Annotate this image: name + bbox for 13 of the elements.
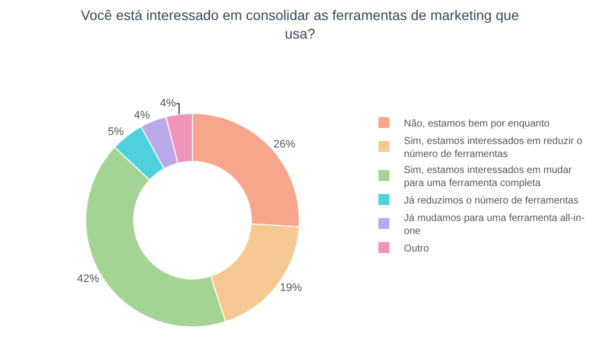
data-label: 4% <box>134 110 150 122</box>
data-label: 26% <box>273 138 296 150</box>
legend-label: Sim, estamos interessados em reduzir o número de ferramentas <box>404 136 583 160</box>
data-label: 4% <box>160 98 176 110</box>
data-label: 5% <box>108 126 124 138</box>
legend-label: Outro <box>404 243 430 254</box>
legend-label: Já mudamos para uma ferramenta all-in-one <box>404 212 585 237</box>
legend-label: Não, estamos bem por enquanto <box>404 118 550 130</box>
chart-title: Você está interessado em consolidar as ferramentas de marketing que usa? <box>80 7 520 42</box>
legend-label: Sim, estamos interessados em mudar para uma ferramenta completa <box>404 164 572 189</box>
data-label: 42% <box>77 273 100 286</box>
data-label: 19% <box>280 282 302 294</box>
legend-label: Já reduzimos o número de ferramentas <box>404 195 578 206</box>
